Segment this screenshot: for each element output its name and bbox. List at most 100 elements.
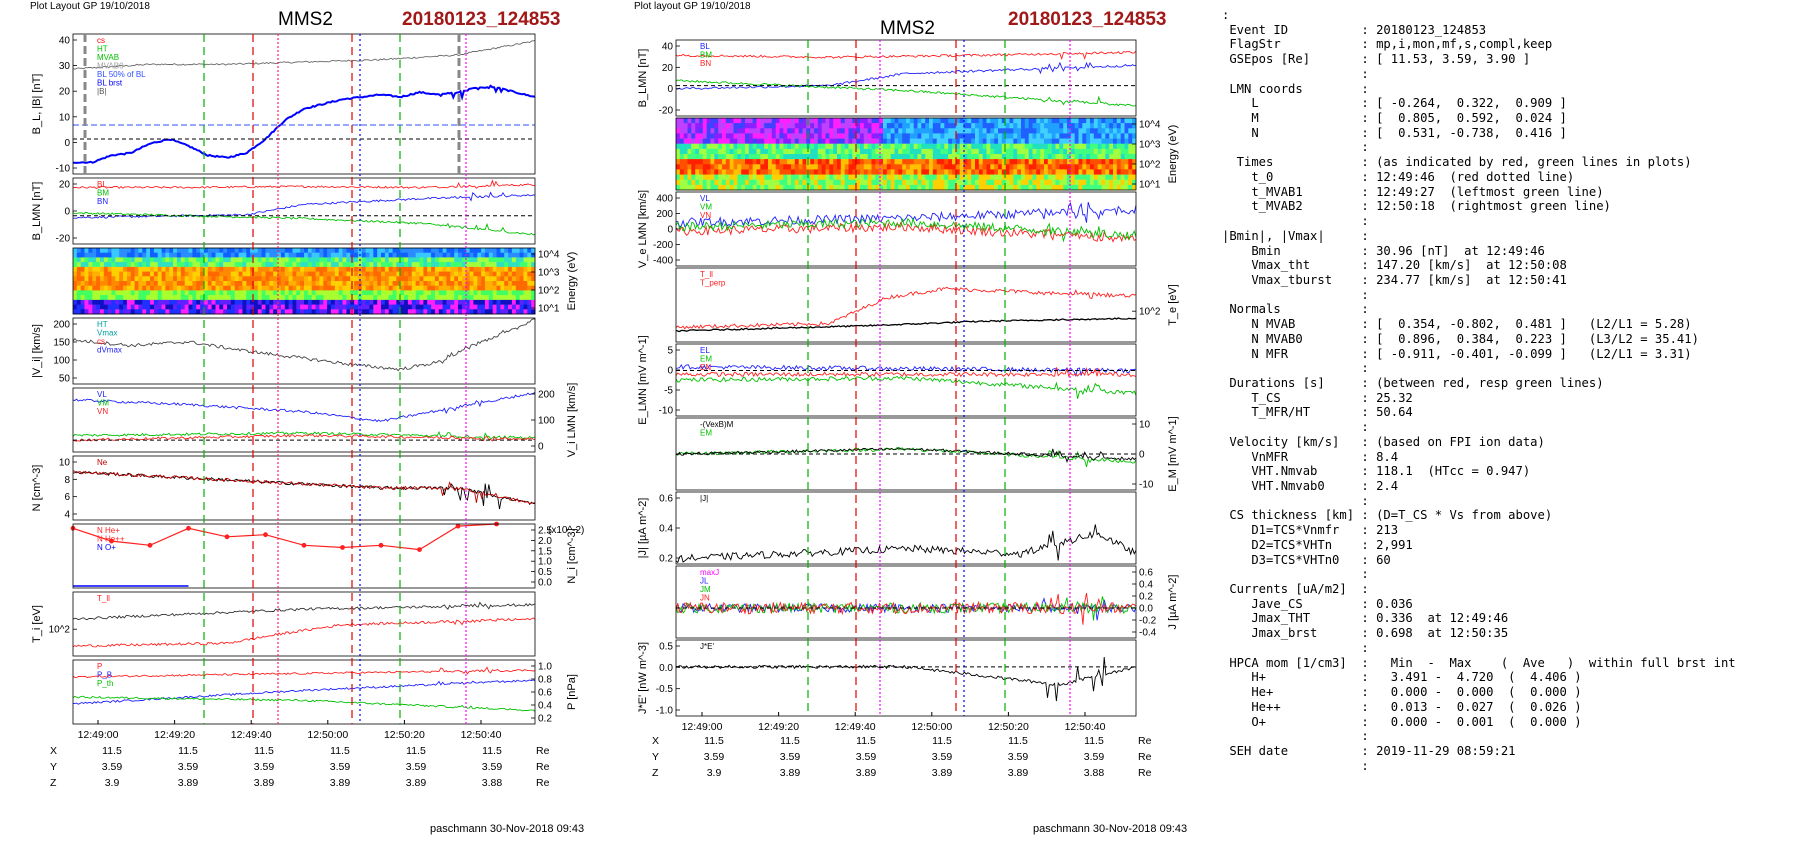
jlmn-legend-entry: JM	[700, 585, 711, 594]
electron-spectrogram-cell	[1024, 118, 1029, 124]
eph-unit: Re	[1138, 767, 1152, 779]
electron-spectrogram-cell	[998, 184, 1003, 191]
ion-spectrogram-cell	[327, 295, 332, 301]
electron-spectrogram-cell	[879, 123, 884, 129]
ion-spectrogram-cell	[180, 271, 186, 277]
electron-spectrogram-cell	[1067, 154, 1072, 160]
ion-spectrogram-cell	[527, 276, 532, 282]
electron-spectrogram-cell	[825, 164, 830, 170]
electron-spectrogram-cell	[1128, 138, 1133, 145]
ion-spectrogram-cell	[369, 299, 374, 305]
ion-spectrogram-cell	[227, 276, 232, 282]
electron-spectrogram-cell	[978, 148, 983, 155]
je-panel-frame	[675, 639, 1137, 717]
ion-spectrogram-cell	[504, 299, 509, 305]
electron-spectrogram-cell	[925, 159, 930, 165]
electron-spectrogram-cell	[814, 133, 819, 139]
electron-spectrogram-cell	[921, 164, 926, 170]
electron-spectrogram-cell	[955, 118, 960, 124]
electron-spectrogram-cell	[1078, 174, 1083, 181]
electron-spectrogram-cell	[1090, 123, 1095, 129]
ion-spectrogram-cell	[484, 262, 490, 268]
ion-spectrogram-cell	[76, 295, 82, 301]
electron-spectrogram-frame	[675, 117, 1137, 191]
left-time-tick-label: 12:49:00	[78, 729, 119, 741]
ion-spectrogram-cell	[504, 266, 509, 272]
electron-spectrogram-cell	[821, 123, 826, 129]
electron-spectrogram-cell	[1090, 159, 1095, 165]
ion-spectrogram-cell	[211, 285, 216, 291]
ion-spectrogram-cell	[357, 295, 363, 301]
electron-spectrogram-cell	[1120, 159, 1125, 165]
ion-spectrogram-cell	[123, 271, 128, 277]
ion-spectrogram-cell	[446, 271, 451, 277]
ion-spectrogram-cell	[180, 290, 186, 296]
ion-spectrogram-cell	[150, 290, 155, 296]
blmn-tick-label: 20	[59, 180, 71, 191]
electron-spectrogram-cell	[840, 154, 845, 160]
ion-spectrogram-cell	[311, 299, 316, 305]
ion-spectrogram-cell	[242, 295, 247, 301]
ion-spectrogram-cell	[92, 257, 97, 263]
ion-spectrogram-cell	[184, 257, 189, 263]
ion-spec-ylabel: Energy (eV)	[566, 252, 578, 311]
ion-spectrogram-cell	[292, 252, 297, 258]
p-P-line	[72, 666, 536, 679]
electron-spectrogram-cell	[802, 143, 807, 150]
electron-spectrogram-cell	[902, 174, 907, 181]
electron-spectrogram-cell	[779, 169, 784, 175]
ion-spectrogram-cell	[500, 304, 505, 310]
ion-spectrogram-cell	[103, 295, 109, 301]
electron-spectrogram-cell	[764, 133, 769, 139]
eph-value: 3.59	[253, 761, 275, 773]
electron-spectrogram-cell	[783, 184, 788, 191]
electron-spectrogram-cell	[768, 148, 773, 155]
electron-spectrogram-cell	[1009, 148, 1014, 155]
ion-spectrogram-cell	[531, 295, 536, 301]
ion-spectrogram-cell	[280, 262, 286, 268]
electron-spectrogram-cell	[875, 128, 880, 134]
ion-spectrogram-cell	[88, 285, 93, 291]
electron-spectrogram-cell	[787, 184, 792, 191]
ion-spectrogram-cell	[365, 257, 370, 263]
ion-spectrogram-cell	[338, 281, 343, 287]
electron-spectrogram-cell	[733, 148, 738, 155]
electron-spectrogram-cell	[1028, 154, 1033, 160]
ion-spectrogram-cell	[161, 248, 166, 254]
electron-spectrogram-cell	[829, 164, 834, 170]
ion-spectrogram-cell	[73, 290, 78, 296]
ion-spectrogram-cell	[511, 304, 517, 310]
ion-spectrogram-cell	[311, 281, 316, 287]
ion-spectrogram-cell	[130, 299, 136, 305]
ion-spectrogram-cell	[346, 299, 351, 305]
electron-spectrogram-cell	[971, 148, 976, 155]
eph-row-x: X 11.5 11.5 11.5 11.5 11.5 11.5 Re	[652, 733, 1151, 749]
electron-spectrogram-cell	[1120, 174, 1125, 181]
electron-spectrogram-cell	[1001, 123, 1006, 129]
ion-spectrogram-cell	[473, 271, 478, 277]
electron-spectrogram-cell	[925, 164, 930, 170]
ion-spectrogram-cell	[500, 281, 505, 287]
electron-spectrogram-cell	[683, 169, 688, 175]
ion-spectrogram-cell	[392, 248, 397, 254]
e-l-line	[675, 363, 1137, 377]
ti-perp-line	[72, 601, 536, 621]
ion-spectrogram-cell	[196, 257, 201, 263]
electron-spectrogram-cell	[982, 148, 987, 155]
eph-label: X	[652, 735, 660, 747]
eph-value: 3.59	[101, 761, 123, 773]
ion-spectrogram-cell	[203, 248, 209, 254]
ion-spectrogram-cell	[450, 295, 455, 301]
electron-spectrogram-cell	[879, 169, 884, 175]
ion-spectrogram-cell	[473, 285, 478, 291]
electron-spectrogram-cell	[779, 174, 784, 181]
ion-spectrogram-cell	[519, 252, 524, 258]
electron-spectrogram-cell	[798, 154, 803, 160]
ion-spectrogram-cell	[377, 281, 382, 287]
ion-spectrogram-cell	[280, 248, 286, 254]
ion-spectrogram-cell	[203, 257, 209, 263]
ion-spectrogram-cell	[388, 276, 393, 282]
electron-spectrogram-cell	[760, 159, 765, 165]
ion-spectrogram-cell	[434, 295, 440, 301]
electron-spectrogram-cell	[771, 184, 776, 191]
